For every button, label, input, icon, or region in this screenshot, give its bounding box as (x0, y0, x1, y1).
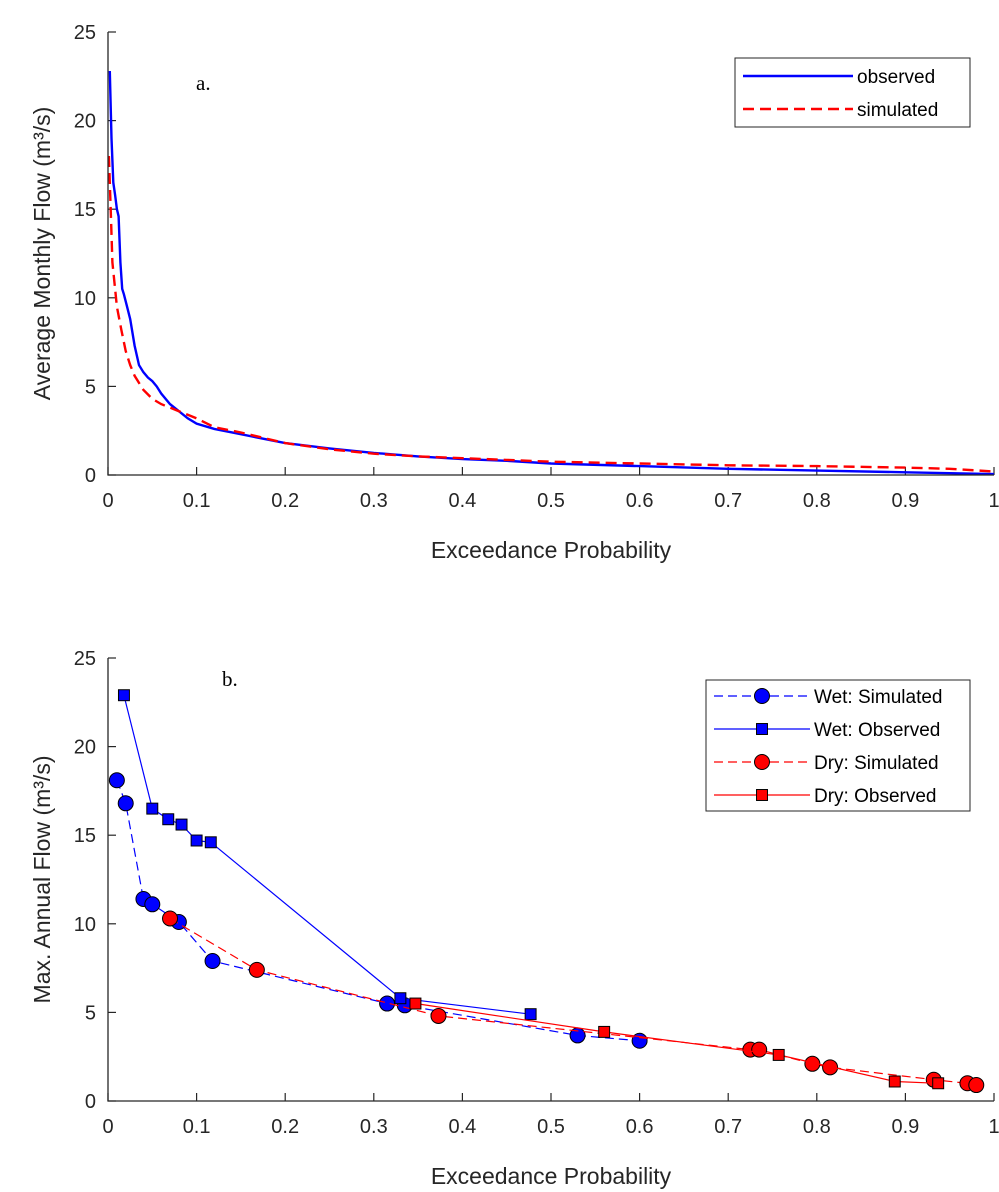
x-tick-label: 0.9 (891, 1116, 919, 1138)
y-tick-label: 15 (74, 199, 96, 221)
series-line-1-2 (169, 917, 977, 1086)
x-tick-label: 0.3 (360, 1116, 388, 1138)
y-tick-label: 25 (74, 648, 96, 670)
panel-b-axes (107, 658, 994, 1102)
panel-a-axes (107, 32, 994, 476)
data-point-1-2 (162, 910, 179, 927)
data-point-1-3 (932, 1077, 945, 1090)
data-point-1-1 (524, 1008, 537, 1021)
x-tick-label: 0.4 (448, 1116, 476, 1138)
data-point-1-2 (822, 1059, 839, 1076)
legend-entry: observed (857, 67, 935, 88)
x-tick-label: 0.2 (271, 1116, 299, 1138)
panel-a-y-axis-title: Average Monthly Flow (m³/s) (29, 107, 55, 401)
legend-marker (756, 789, 768, 801)
y-tick-label: 0 (85, 1091, 96, 1113)
x-tick-label: 1 (988, 1116, 999, 1138)
series-line-0-0 (108, 70, 995, 476)
data-point-1-0 (204, 953, 221, 970)
data-point-1-2 (968, 1077, 985, 1094)
legend-entry: Dry: Simulated (814, 753, 939, 774)
chart-panel-a: 0 0.1 0.2 0.3 0.4 0.5 0.6 0.7 0.8 0.9 10510152025 … (29, 22, 999, 563)
data-point-1-3 (598, 1025, 611, 1038)
y-tick-label: 10 (74, 914, 96, 936)
series-line-1-3 (415, 1002, 939, 1084)
data-point-1-1 (175, 818, 188, 831)
panel-b-y-axis-title: Max. Annual Flow (m³/s) (29, 756, 55, 1004)
data-point-1-0 (117, 795, 134, 812)
x-tick-label: 0.2 (271, 490, 299, 512)
data-point-1-0 (144, 896, 161, 913)
legend-marker (756, 723, 768, 735)
data-point-1-1 (190, 834, 203, 847)
panel-a-legend: observed simulated (734, 57, 971, 128)
x-tick-label: 0.9 (891, 490, 919, 512)
series-line-1-0 (116, 780, 640, 1042)
x-tick-label: 0.5 (537, 490, 565, 512)
x-tick-label: 0 (102, 1116, 113, 1138)
y-tick-label: 25 (74, 22, 96, 44)
legend-entry: simulated (857, 100, 938, 121)
panel-b-legend: Wet: Simulated Wet: Observed Dry: Simulate… (705, 679, 971, 812)
x-tick-label: 0 (102, 490, 113, 512)
y-tick-label: 0 (85, 465, 96, 487)
data-point-1-2 (248, 961, 265, 978)
legend-marker (754, 688, 770, 704)
x-tick-label: 0.4 (448, 490, 476, 512)
x-tick-label: 0.8 (803, 490, 831, 512)
x-tick-label: 0.3 (360, 490, 388, 512)
panel-a-label: a. (196, 71, 211, 95)
data-point-1-3 (888, 1075, 901, 1088)
legend-entry: Dry: Observed (814, 786, 936, 807)
x-tick-label: 0.7 (714, 490, 742, 512)
y-tick-label: 5 (85, 376, 96, 398)
data-point-1-0 (108, 772, 125, 789)
y-tick-label: 15 (74, 825, 96, 847)
data-point-1-0 (379, 995, 396, 1012)
y-tick-label: 20 (74, 737, 96, 759)
chart-panel-b: 0 0.1 0.2 0.3 0.4 0.5 0.6 0.7 0.8 0.9 10510152025 … (29, 648, 999, 1189)
legend-entry: Wet: Observed (814, 720, 940, 741)
legend-marker (754, 754, 770, 770)
data-point-1-1 (146, 802, 159, 815)
series-line-0-1 (107, 155, 995, 473)
panel-a-x-axis-title: Exceedance Probability (431, 537, 672, 563)
data-point-1-2 (430, 1007, 447, 1024)
data-point-1-1 (394, 992, 407, 1005)
x-tick-label: 0.6 (626, 490, 654, 512)
legend-entry: Wet: Simulated (814, 687, 942, 708)
y-tick-label: 5 (85, 1002, 96, 1024)
x-tick-label: 0.7 (714, 1116, 742, 1138)
data-point-1-1 (162, 813, 175, 826)
x-tick-label: 0.1 (183, 1116, 211, 1138)
data-point-1-3 (409, 997, 422, 1010)
legend-box (734, 57, 971, 128)
data-point-1-1 (117, 689, 130, 702)
x-tick-label: 0.8 (803, 1116, 831, 1138)
series-line-1-1 (123, 695, 531, 1015)
panel-b-label: b. (222, 667, 238, 691)
x-tick-label: 0.6 (626, 1116, 654, 1138)
x-tick-label: 0.1 (183, 490, 211, 512)
y-tick-label: 10 (74, 288, 96, 310)
data-point-1-3 (772, 1048, 785, 1061)
data-point-1-1 (204, 836, 217, 849)
x-tick-label: 1 (988, 490, 999, 512)
x-tick-label: 0.5 (537, 1116, 565, 1138)
data-point-1-2 (751, 1041, 768, 1058)
legend-box (705, 679, 971, 812)
y-tick-label: 20 (74, 111, 96, 133)
panel-a-series (107, 70, 995, 476)
panel-b-series (108, 689, 985, 1094)
panel-b-x-axis-title: Exceedance Probability (431, 1163, 672, 1189)
